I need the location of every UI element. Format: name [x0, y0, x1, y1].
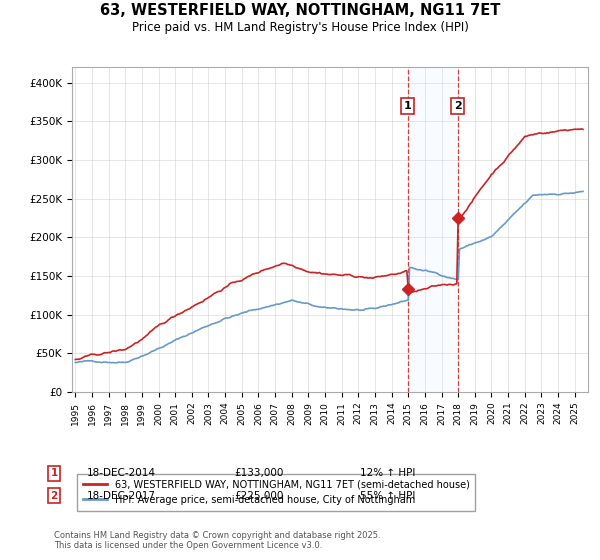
Text: 1: 1: [50, 468, 58, 478]
Text: 2: 2: [50, 491, 58, 501]
Text: 1: 1: [404, 101, 412, 111]
Legend: 63, WESTERFIELD WAY, NOTTINGHAM, NG11 7ET (semi-detached house), HPI: Average pr: 63, WESTERFIELD WAY, NOTTINGHAM, NG11 7E…: [77, 474, 475, 511]
Text: 18-DEC-2014: 18-DEC-2014: [87, 468, 156, 478]
Text: £133,000: £133,000: [234, 468, 283, 478]
Text: Contains HM Land Registry data © Crown copyright and database right 2025.
This d: Contains HM Land Registry data © Crown c…: [54, 531, 380, 550]
Text: 55% ↑ HPI: 55% ↑ HPI: [360, 491, 415, 501]
Text: 12% ↑ HPI: 12% ↑ HPI: [360, 468, 415, 478]
Text: 18-DEC-2017: 18-DEC-2017: [87, 491, 156, 501]
Text: Price paid vs. HM Land Registry's House Price Index (HPI): Price paid vs. HM Land Registry's House …: [131, 21, 469, 34]
Text: £225,000: £225,000: [234, 491, 283, 501]
Text: 2: 2: [454, 101, 461, 111]
Text: 63, WESTERFIELD WAY, NOTTINGHAM, NG11 7ET: 63, WESTERFIELD WAY, NOTTINGHAM, NG11 7E…: [100, 3, 500, 18]
Bar: [407, 67, 458, 392]
